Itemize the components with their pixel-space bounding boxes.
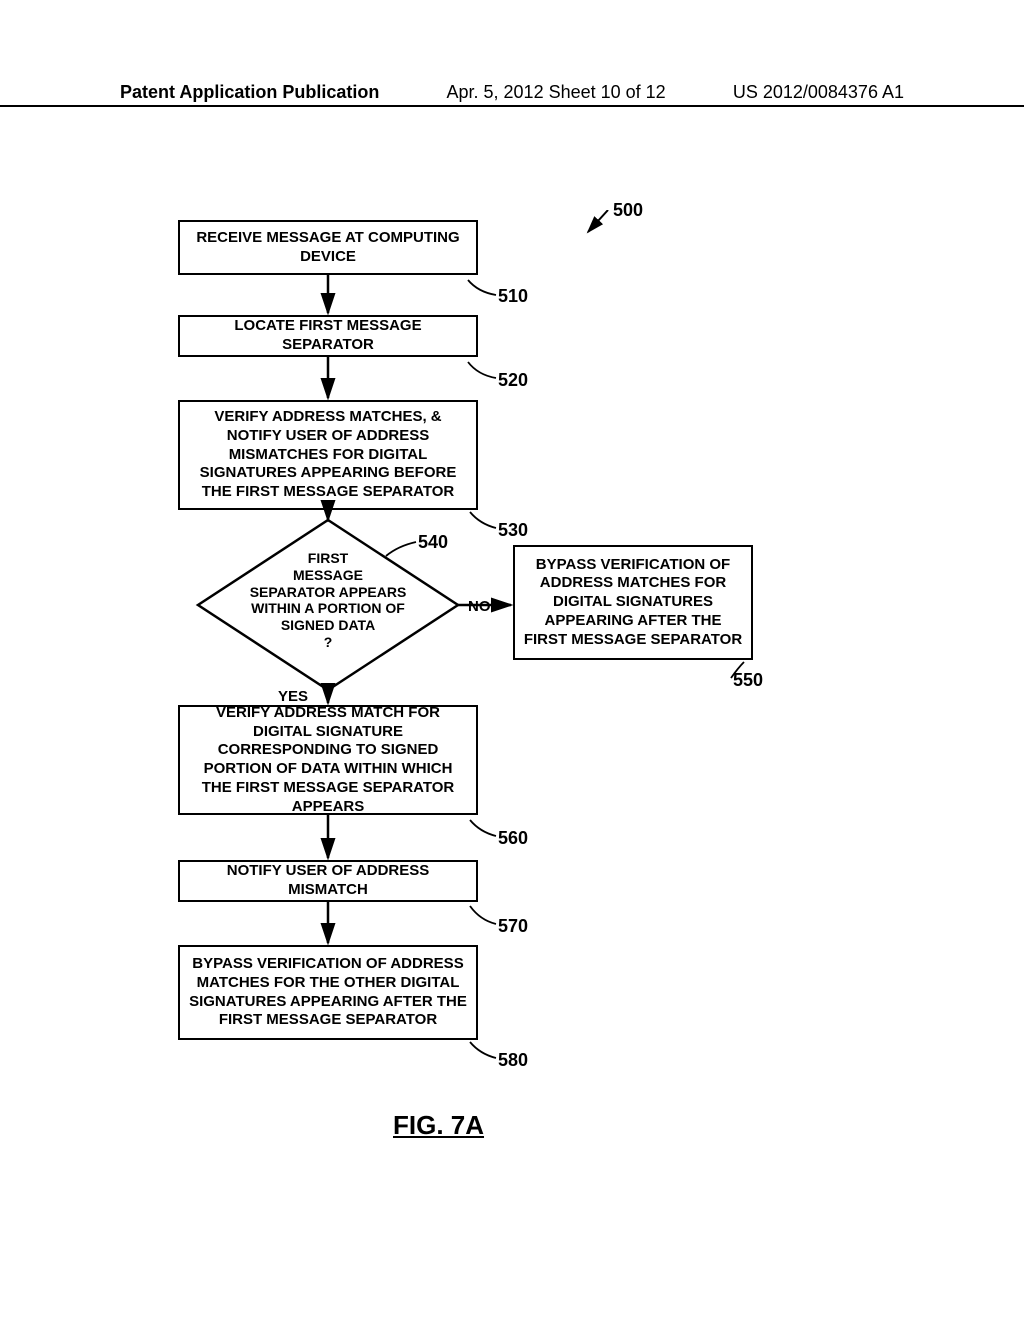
ref-530: 530 [498, 520, 528, 541]
edge-no: NO [468, 598, 491, 615]
ref-560: 560 [498, 828, 528, 849]
pub-label: Patent Application Publication [120, 82, 379, 103]
ref-520: 520 [498, 370, 528, 391]
box-580: BYPASS VERIFICATION OF ADDRESS MATCHES F… [178, 945, 478, 1040]
pub-number: US 2012/0084376 A1 [733, 82, 904, 103]
flowchart: RECEIVE MESSAGE AT COMPUTING DEVICE LOCA… [178, 210, 898, 1170]
box-520: LOCATE FIRST MESSAGE SEPARATOR [178, 315, 478, 357]
ref-510: 510 [498, 286, 528, 307]
ref-570: 570 [498, 916, 528, 937]
date-sheet: Apr. 5, 2012 Sheet 10 of 12 [447, 82, 666, 103]
figure-title: FIG. 7A [393, 1110, 484, 1141]
ref-540: 540 [418, 532, 448, 553]
ref-580: 580 [498, 1050, 528, 1071]
box-560: VERIFY ADDRESS MATCH FOR DIGITAL SIGNATU… [178, 705, 478, 815]
box-570: NOTIFY USER OF ADDRESS MISMATCH [178, 860, 478, 902]
box-550: BYPASS VERIFICATION OF ADDRESS MATCHES F… [513, 545, 753, 660]
box-510: RECEIVE MESSAGE AT COMPUTING DEVICE [178, 220, 478, 275]
box-530: VERIFY ADDRESS MATCHES, & NOTIFY USER OF… [178, 400, 478, 510]
ref-550: 550 [733, 670, 763, 691]
diamond-540-label: FIRST MESSAGE SEPARATOR APPEARS WITHIN A… [233, 550, 423, 651]
page-header: Patent Application Publication Apr. 5, 2… [0, 82, 1024, 107]
edge-yes: YES [278, 688, 308, 705]
ref-500: 500 [613, 200, 643, 221]
